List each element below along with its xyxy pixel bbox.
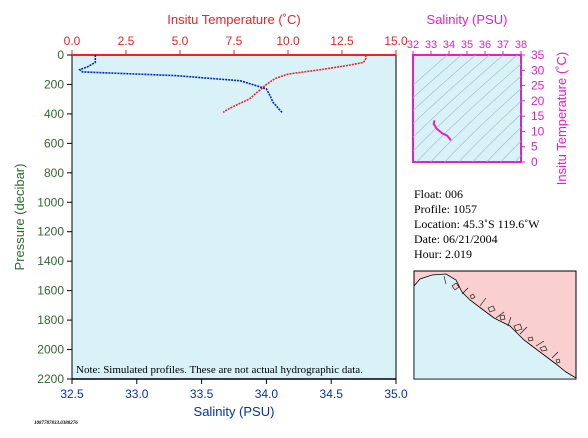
salinity-tick-label: 35.0 — [384, 387, 408, 401]
pressure-tick-label: 400 — [44, 107, 64, 121]
density-contour — [413, 55, 504, 138]
ts-temperature-tick-label: 25 — [531, 79, 545, 93]
temperature-tick-label: 7.5 — [226, 34, 243, 48]
island — [555, 358, 561, 364]
inlet — [495, 311, 505, 319]
temperature-tick-label: 10.0 — [276, 34, 300, 48]
temperature-axis-title: Insitu Temperature (˚C) — [167, 12, 300, 27]
ts-salinity-tick-label: 34 — [443, 39, 455, 51]
salinity-tick-label: 33.5 — [190, 387, 214, 401]
pressure-tick-label: 1800 — [37, 313, 64, 327]
float-id: Float: 006 — [414, 187, 464, 201]
inlet — [461, 287, 469, 295]
temperature-tick-label: 0.0 — [64, 34, 81, 48]
pressure-tick-label: 0 — [57, 48, 64, 62]
ts-curve — [432, 120, 452, 142]
density-contour — [458, 100, 521, 162]
date: Date: 06/21/2004 — [414, 232, 498, 246]
island — [469, 293, 476, 300]
pressure-tick-label: 2000 — [37, 343, 64, 357]
ts-salinity-tick-label: 36 — [479, 39, 491, 51]
main-plot-area — [71, 54, 397, 380]
pressure-axis-title: Pressure (decibar) — [12, 164, 27, 271]
ocean-shape — [414, 273, 576, 379]
map-layer — [414, 273, 576, 379]
ts-salinity-tick-label: 35 — [461, 39, 473, 51]
ts-temperature-tick-label: 30 — [531, 63, 545, 77]
ts-salinity-tick-label: 37 — [497, 39, 509, 51]
temperature-profile-line — [222, 55, 367, 114]
pressure-tick-label: 600 — [44, 136, 64, 150]
density-contour — [430, 75, 521, 162]
salinity-profile-line — [78, 55, 283, 113]
island — [487, 305, 496, 313]
inlet — [535, 340, 545, 347]
salinity-tick-label: 34.0 — [255, 387, 279, 401]
island — [513, 323, 523, 332]
pressure-tick-label: 2200 — [37, 372, 64, 386]
island — [499, 314, 506, 321]
ts-salinity-tick-label: 38 — [515, 39, 527, 51]
profile-number: Profile: 1057 — [414, 202, 477, 216]
density-contour — [514, 154, 521, 162]
density-contour — [416, 63, 521, 162]
pressure-tick-label: 800 — [44, 166, 64, 180]
salinity-axis-title: Salinity (PSU) — [194, 404, 275, 419]
float-info-panel: Float: 006 Profile: 1057 Location: 45.3˚… — [414, 187, 584, 262]
density-contour — [472, 113, 521, 162]
island — [527, 336, 534, 342]
inlet — [519, 326, 528, 335]
ts-contours — [413, 55, 521, 162]
island — [539, 345, 548, 352]
ts-temperature-tick-label: 35 — [531, 48, 545, 62]
temperature-tick-label: 5.0 — [172, 34, 189, 48]
salinity-tick-label: 33.0 — [125, 387, 149, 401]
density-contour — [413, 55, 490, 125]
inlet — [551, 351, 559, 359]
pressure-tick-label: 1600 — [37, 284, 64, 298]
footer-code: 1087787833.0388276 — [34, 421, 78, 426]
density-contour — [413, 55, 476, 111]
density-contour — [413, 55, 462, 99]
inlet — [479, 297, 487, 307]
ts-temperature-tick-label: 15 — [531, 109, 545, 123]
salinity-tick-label: 34.5 — [320, 387, 344, 401]
temperature-tick-label: 15.0 — [384, 34, 408, 48]
island — [451, 282, 460, 291]
ts-temperature-axis-title: Insitu Temperature (˚C) — [554, 52, 569, 185]
ts-temperature-tick-label: 0 — [531, 155, 538, 169]
density-contour — [444, 88, 521, 162]
location: Location: 45.3˚S 119.6˚W — [414, 217, 540, 231]
density-contour — [500, 140, 521, 162]
density-contour — [486, 127, 521, 162]
pressure-tick-label: 1200 — [37, 225, 64, 239]
ts-salinity-tick-label: 32 — [407, 39, 419, 51]
inlet — [507, 316, 512, 327]
density-contour — [413, 55, 448, 86]
salinity-tick-label: 32.5 — [60, 387, 84, 401]
ts-temperature-tick-label: 20 — [531, 94, 545, 108]
hour: Hour: 2.019 — [414, 247, 472, 261]
disclaimer-note: Note: Simulated profiles. These are not … — [76, 364, 363, 376]
ts-salinity-axis-title: Salinity (PSU) — [427, 12, 508, 27]
inlet — [443, 275, 447, 285]
temperature-tick-label: 12.5 — [330, 34, 354, 48]
ts-temperature-tick-label: 5 — [531, 140, 538, 154]
pressure-tick-label: 200 — [44, 77, 64, 91]
ts-temperature-tick-label: 10 — [531, 124, 545, 138]
temperature-tick-label: 2.5 — [118, 34, 135, 48]
pressure-tick-label: 1400 — [37, 254, 64, 268]
density-contour — [413, 55, 518, 152]
ts-salinity-tick-label: 33 — [425, 39, 437, 51]
pressure-tick-label: 1000 — [37, 195, 64, 209]
